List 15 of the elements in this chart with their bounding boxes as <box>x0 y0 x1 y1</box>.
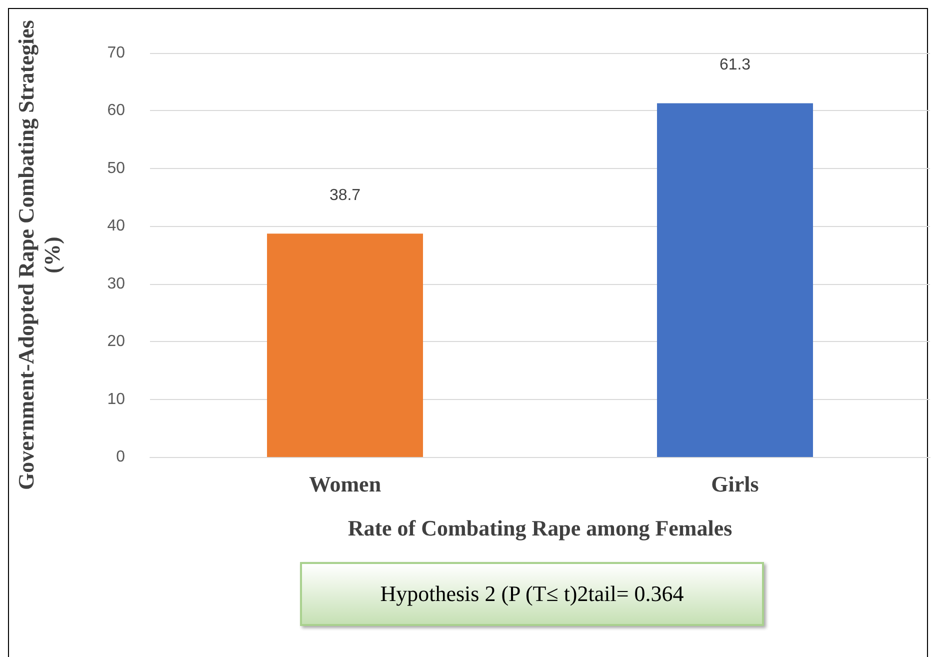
y-tick-label: 20 <box>107 333 126 350</box>
y-axis-title: Government-Adopted Rape Combating Strategies (%) <box>14 20 64 490</box>
x-tick-label: Women <box>308 472 382 496</box>
text: Hypothesis 2 (P (T≤ t)2tail= 0.364 <box>300 562 764 626</box>
y-tick-label: 50 <box>107 160 126 177</box>
data-label: 38.7 <box>329 187 361 204</box>
y-tick-label: 30 <box>107 275 126 292</box>
x-axis-title: Rate of Combating Rape among Females <box>348 516 733 540</box>
x-tick-label: Girls <box>711 472 760 496</box>
y-tick-label: 10 <box>107 390 126 408</box>
y-tick-label: 60 <box>107 102 126 120</box>
data-label: 61.3 <box>719 56 751 74</box>
y-tick-label: 0 <box>116 448 126 466</box>
y-tick-label: 70 <box>107 44 126 62</box>
y-tick-label: 40 <box>107 218 126 235</box>
